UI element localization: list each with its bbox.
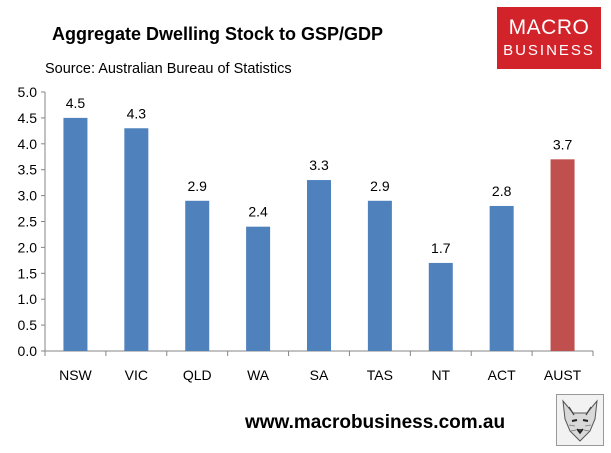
y-tick-label: 0.0 xyxy=(18,343,38,359)
bar xyxy=(367,200,392,351)
x-tick-label: ACT xyxy=(488,367,516,383)
x-tick-label: NSW xyxy=(59,367,92,383)
data-label: 3.3 xyxy=(309,157,329,173)
x-tick-label: VIC xyxy=(125,367,148,383)
data-label: 2.4 xyxy=(248,204,268,220)
data-label: 2.9 xyxy=(187,178,207,194)
y-tick-label: 2.5 xyxy=(18,214,38,230)
x-tick-label: QLD xyxy=(183,367,212,383)
y-tick-label: 4.0 xyxy=(18,136,38,152)
x-tick-label: TAS xyxy=(367,367,393,383)
y-tick-label: 4.5 xyxy=(18,110,38,126)
chart-title: Aggregate Dwelling Stock to GSP/GDP xyxy=(52,24,384,44)
y-tick-label: 5.0 xyxy=(18,84,38,100)
data-label: 1.7 xyxy=(431,240,451,256)
logo-line2: BUSINESS xyxy=(503,42,595,59)
data-label: 4.3 xyxy=(127,105,147,121)
bar xyxy=(550,159,575,351)
bar xyxy=(63,117,88,352)
y-tick-label: 2.0 xyxy=(18,239,38,255)
website-url: www.macrobusiness.com.au xyxy=(245,412,506,433)
bar xyxy=(489,205,514,351)
y-tick-label: 3.0 xyxy=(18,188,38,204)
data-label: 3.7 xyxy=(553,136,573,152)
bar xyxy=(124,128,149,351)
y-tick-label: 0.5 xyxy=(18,317,38,333)
bar xyxy=(246,226,271,351)
bar xyxy=(428,262,453,351)
data-label: 4.5 xyxy=(66,95,86,111)
y-tick-label: 1.0 xyxy=(18,291,38,307)
chart-source: Source: Australian Bureau of Statistics xyxy=(45,61,292,77)
bar xyxy=(307,180,331,351)
data-label: 2.9 xyxy=(370,178,390,194)
data-label: 2.8 xyxy=(492,183,512,199)
x-tick-label: NT xyxy=(431,367,450,383)
wolf-icon xyxy=(556,394,604,446)
x-tick-label: WA xyxy=(247,367,270,383)
x-tick-label: AUST xyxy=(544,367,582,383)
macrobusiness-logo: MACRO BUSINESS xyxy=(497,7,601,69)
y-tick-label: 1.5 xyxy=(18,265,38,281)
y-tick-label: 3.5 xyxy=(18,162,38,178)
logo-line1: MACRO xyxy=(508,16,590,39)
x-tick-label: SA xyxy=(310,367,329,383)
bar xyxy=(185,200,210,351)
